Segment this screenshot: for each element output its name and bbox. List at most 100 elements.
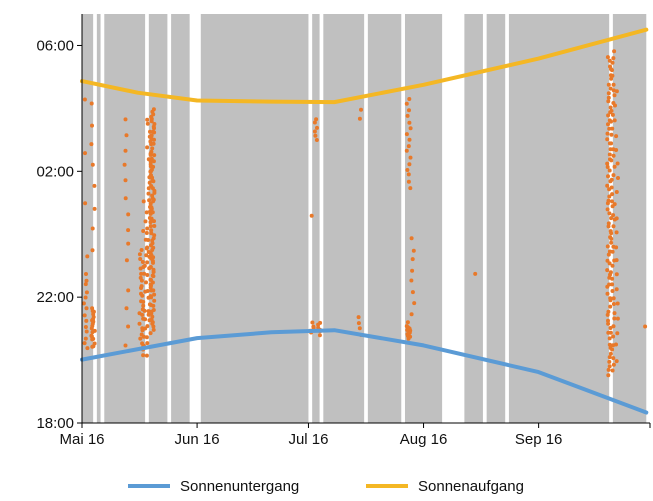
activity-point	[607, 282, 612, 287]
activity-point	[81, 301, 86, 306]
activity-point	[607, 168, 612, 173]
shaded-period	[82, 14, 94, 423]
activity-point	[609, 240, 614, 245]
activity-point	[615, 331, 620, 336]
activity-point	[314, 138, 319, 142]
activity-point	[614, 258, 619, 263]
activity-point	[410, 290, 415, 295]
activity-point	[605, 268, 610, 273]
activity-point	[144, 253, 149, 258]
activity-point	[145, 245, 150, 250]
activity-point	[82, 341, 87, 346]
activity-point	[145, 145, 150, 150]
activity-point	[138, 257, 143, 261]
activity-point	[152, 233, 157, 238]
activity-point	[605, 312, 610, 317]
activity-point	[89, 333, 94, 338]
activity-point	[150, 210, 155, 215]
activity-point	[143, 317, 148, 322]
activity-point	[90, 123, 94, 128]
y-tick-label: 22:00	[36, 289, 74, 306]
activity-point	[149, 231, 154, 236]
y-tick-label: 02:00	[36, 163, 74, 180]
activity-point	[144, 210, 149, 215]
activity-point	[614, 342, 618, 347]
activity-point	[140, 260, 145, 264]
activity-point	[150, 146, 155, 151]
activity-point	[643, 324, 648, 329]
activity-point	[607, 364, 612, 369]
activity-point	[405, 168, 410, 172]
activity-point	[90, 226, 95, 231]
activity-point	[148, 265, 153, 269]
activity-point	[409, 278, 414, 283]
activity-point	[138, 336, 143, 341]
activity-point	[151, 129, 156, 134]
activity-point	[609, 108, 614, 113]
activity-point	[608, 270, 613, 275]
activity-point	[606, 95, 611, 100]
activity-point	[406, 172, 411, 177]
activity-point	[605, 131, 610, 136]
activity-point	[607, 211, 612, 216]
activity-point	[146, 191, 151, 196]
activity-point	[611, 296, 616, 301]
activity-point	[149, 156, 154, 161]
activity-point	[606, 252, 611, 257]
activity-point	[137, 311, 142, 316]
activity-point	[606, 321, 611, 326]
activity-point	[145, 121, 150, 126]
activity-point	[151, 107, 156, 112]
activity-point	[139, 271, 144, 276]
activity-point	[609, 158, 614, 163]
y-tick-label: 18:00	[36, 415, 74, 432]
activity-point	[609, 119, 613, 124]
activity-point	[610, 73, 615, 78]
activity-point	[152, 224, 157, 228]
activity-point	[615, 301, 620, 306]
activity-point	[611, 213, 616, 218]
activity-point	[608, 351, 613, 356]
activity-point	[615, 161, 620, 166]
activity-point	[615, 316, 620, 321]
activity-point	[126, 228, 131, 233]
activity-point	[608, 326, 613, 330]
x-tick-label: Aug 16	[400, 431, 448, 448]
activity-point	[607, 194, 612, 199]
x-tick-label: Sep 16	[515, 431, 563, 448]
shaded-period	[486, 14, 506, 423]
activity-point	[404, 148, 409, 153]
activity-point	[607, 342, 612, 347]
activity-point	[141, 303, 146, 308]
shaded-period	[171, 14, 190, 423]
activity-point	[149, 228, 154, 233]
activity-point	[412, 301, 417, 306]
activity-point	[608, 330, 613, 335]
activity-point	[408, 186, 413, 191]
activity-point	[410, 257, 415, 262]
shaded-period	[312, 14, 320, 423]
activity-point	[84, 290, 89, 295]
activity-point	[409, 312, 414, 317]
activity-point	[92, 328, 97, 333]
activity-point	[605, 55, 610, 60]
activity-point	[124, 306, 129, 311]
activity-point	[149, 303, 153, 307]
activity-point	[83, 336, 88, 341]
legend-label: Sonnenuntergang	[180, 478, 299, 495]
shaded-period	[96, 14, 101, 423]
activity-point	[149, 277, 153, 282]
activity-point	[406, 179, 411, 184]
activity-point	[610, 368, 615, 373]
activity-point	[613, 103, 617, 108]
activity-point	[318, 320, 323, 325]
activity-point	[83, 325, 88, 329]
activity-point	[140, 326, 145, 331]
activity-point	[152, 122, 157, 126]
activity-point	[83, 282, 88, 287]
activity-point	[126, 324, 131, 329]
activity-point	[407, 108, 411, 113]
activity-point	[404, 101, 409, 106]
activity-point	[606, 373, 611, 378]
